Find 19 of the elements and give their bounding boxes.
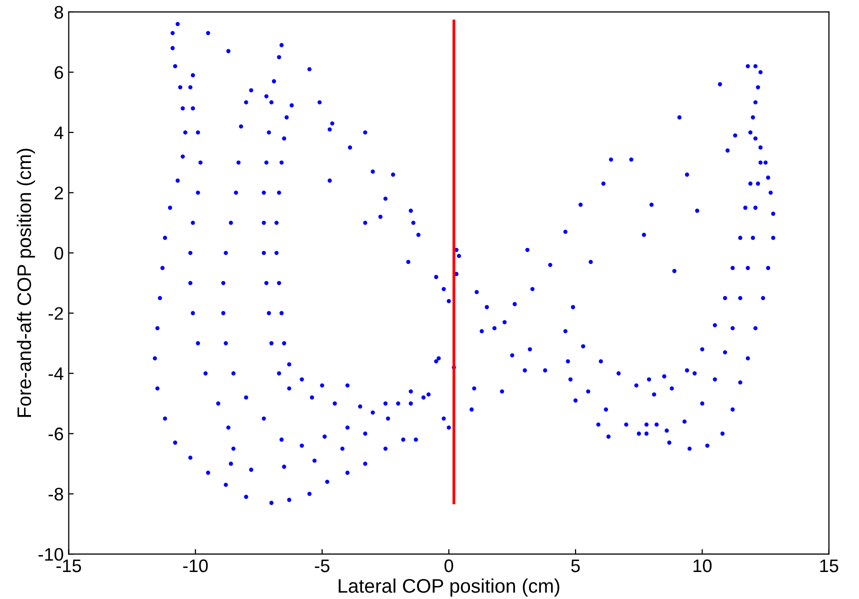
y-tick-label: -4 [48,367,64,380]
x-tick-label: 0 [444,559,454,572]
y-tick-label: 6 [54,66,64,79]
y-tick-label: -10 [38,548,64,561]
y-tick-label: -8 [48,488,64,501]
x-tick-label: -5 [314,560,330,572]
x-tick-label: 5 [571,560,580,572]
y-tick-label: 4 [54,126,64,139]
y-tick-label: -6 [48,428,64,440]
y-tick-label: 2 [54,186,63,200]
y-axis-title: Fore-and-aft COP position (cm) [16,148,35,417]
x-tick-label: -10 [183,559,208,572]
y-tick-label: 8 [54,6,64,19]
y-tick-label: 0 [54,246,64,260]
x-tick-label: -15 [56,560,82,572]
y-tick-label: -2 [48,307,63,320]
x-tick-label: 10 [694,559,712,572]
x-axis-title: Lateral COP position (cm) [338,578,560,597]
x-tick-label: 15 [820,560,838,572]
